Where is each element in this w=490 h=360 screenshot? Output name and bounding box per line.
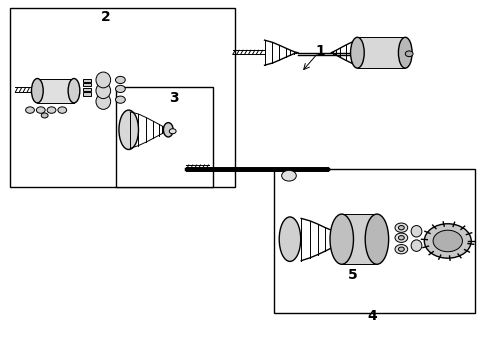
- Ellipse shape: [411, 240, 422, 251]
- Ellipse shape: [279, 217, 301, 261]
- Circle shape: [424, 224, 471, 258]
- Ellipse shape: [163, 123, 173, 137]
- Bar: [274, 169, 475, 313]
- Circle shape: [116, 76, 125, 84]
- Circle shape: [169, 129, 176, 134]
- Circle shape: [116, 85, 125, 93]
- Bar: [37, 78, 74, 103]
- Ellipse shape: [96, 72, 111, 88]
- Circle shape: [395, 244, 408, 254]
- Ellipse shape: [31, 78, 43, 103]
- Text: 3: 3: [170, 90, 179, 104]
- Bar: [83, 78, 91, 82]
- Bar: [83, 83, 91, 86]
- Bar: [116, 87, 213, 187]
- Ellipse shape: [119, 110, 139, 149]
- Circle shape: [116, 96, 125, 103]
- Bar: [83, 88, 91, 91]
- Ellipse shape: [398, 37, 412, 68]
- Text: 4: 4: [367, 309, 377, 323]
- Circle shape: [25, 107, 34, 113]
- Circle shape: [433, 230, 463, 252]
- Circle shape: [398, 226, 404, 230]
- Circle shape: [398, 247, 404, 251]
- Circle shape: [282, 170, 296, 181]
- Circle shape: [395, 233, 408, 242]
- Ellipse shape: [411, 226, 422, 237]
- Bar: [10, 8, 235, 187]
- Circle shape: [47, 107, 56, 113]
- Text: 1: 1: [316, 44, 326, 58]
- Circle shape: [395, 223, 408, 232]
- Ellipse shape: [350, 37, 364, 68]
- Circle shape: [36, 107, 45, 113]
- Text: 5: 5: [347, 268, 357, 282]
- Text: 2: 2: [101, 10, 111, 24]
- Circle shape: [398, 235, 404, 240]
- Circle shape: [58, 107, 67, 113]
- Circle shape: [405, 51, 413, 57]
- Ellipse shape: [96, 83, 111, 99]
- Ellipse shape: [96, 94, 111, 109]
- Ellipse shape: [330, 214, 353, 264]
- Ellipse shape: [365, 214, 389, 264]
- Bar: [357, 37, 405, 68]
- Ellipse shape: [68, 78, 80, 103]
- Bar: [83, 93, 91, 96]
- Bar: [342, 214, 377, 264]
- Circle shape: [41, 113, 48, 118]
